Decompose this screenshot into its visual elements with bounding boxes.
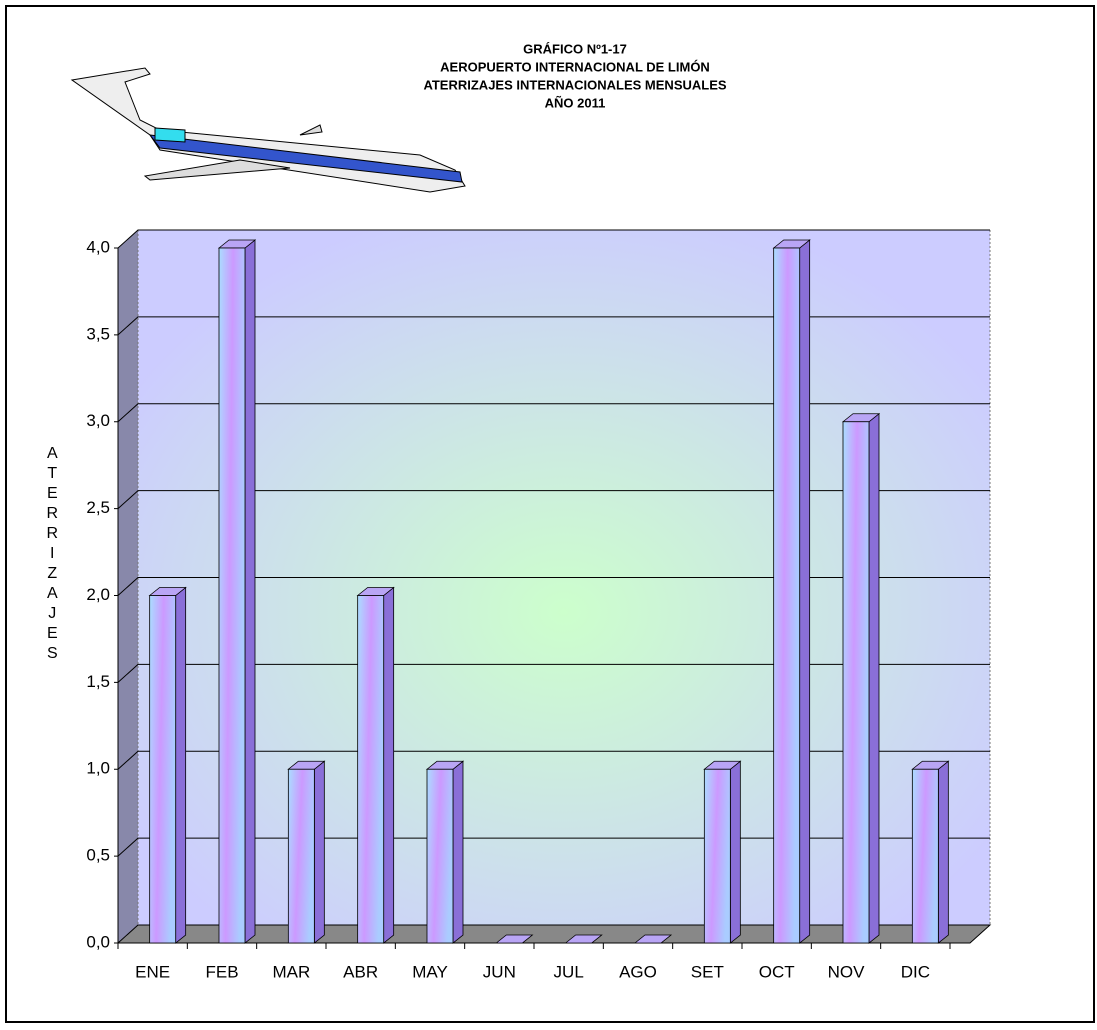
bar-side [937,760,949,944]
chart-title: GRÁFICO Nº1-17 [523,41,627,56]
chart-title: ATERRIZAJES INTERNACIONALES MENSUALES [423,77,726,92]
bar-side [868,412,880,944]
bar-top [633,934,673,944]
x-tick-label: NOV [828,962,866,981]
bar [911,768,939,944]
x-tick-label: FEB [205,962,238,981]
bar-side [729,760,741,944]
x-tick-label: AGO [619,962,657,981]
bar-side [313,760,325,944]
x-tick-label: SET [691,962,724,981]
grid-line [117,403,990,423]
grid-line [117,663,990,683]
y-tick-label: 3,0 [86,411,110,430]
x-tick-label: MAR [272,962,310,981]
x-tick-label: MAY [412,962,448,981]
airplane [70,67,466,193]
chart-title: AÑO 2011 [545,95,606,110]
grid-line [117,490,990,509]
grid-line [117,750,990,770]
y-tick-label: 0,5 [86,846,110,865]
bar-side [799,239,811,944]
bar-top [564,934,603,944]
bar-top [495,934,534,944]
x-tick-label: ABR [343,962,378,981]
plot: 0,0 0,5 1,0 1,5 2,0 2,5 3,0 3,5 4,0 ENE FEB MAR ABR M… [86,229,992,981]
y-axis-title: ATERRIZAJES [44,445,61,665]
grid-line [117,229,990,249]
x-tick-label: OCT [759,962,795,981]
y-tick-label: 4,0 [86,237,110,256]
bar [773,247,801,944]
bar [149,595,177,944]
x-tick-label: JUL [554,962,584,981]
bar-side [244,239,256,944]
grid-line [117,316,990,336]
x-tick-label: DIC [901,962,930,981]
chart-title: AEROPUERTO INTERNACIONAL DE LIMÓN [440,59,710,74]
x-tick-label: JUN [483,962,516,981]
bar [703,768,731,944]
y-tick-label: 2,5 [86,498,110,517]
bar [218,247,246,944]
bar-side [383,586,395,944]
y-tick-label: 1,5 [86,672,110,691]
y-tick-label: 1,0 [86,759,110,778]
bar [287,768,315,944]
bar-side [175,586,187,944]
bar [426,768,454,944]
bar [842,421,870,944]
grid-line [117,577,990,596]
bar [357,595,385,944]
y-tick-label: 2,0 [86,585,110,604]
x-tick-label: ENE [135,962,170,981]
y-tick-label: 3,5 [86,324,110,343]
y-tick-label: 0,0 [86,932,110,951]
bar-side [452,760,464,944]
